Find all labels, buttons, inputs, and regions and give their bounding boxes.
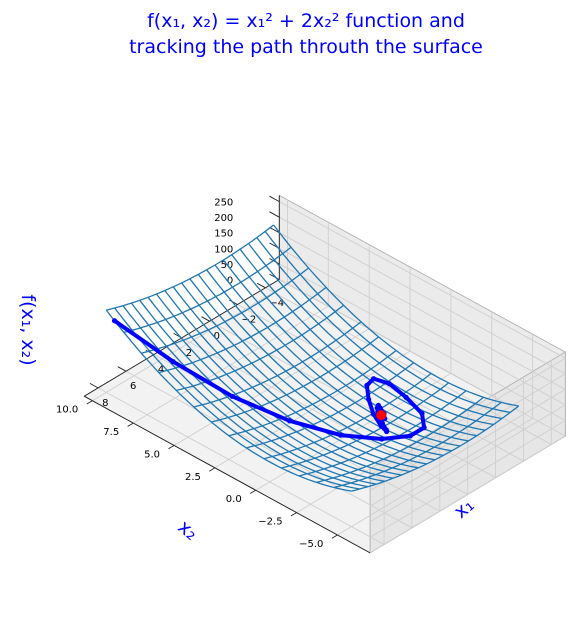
grid-lines (92, 199, 566, 554)
x1-tick-label: 6 (130, 381, 136, 392)
grid-line-y-floor (92, 283, 288, 402)
x2-tick-mark (209, 467, 216, 472)
z-tick-mark (269, 195, 280, 202)
chart-title-line-2: tracking the path throuth the surface (129, 36, 483, 58)
z-tick-label: 250 (214, 198, 233, 209)
surface-wire-x2 (158, 286, 327, 374)
x2-tick-mark (86, 400, 93, 405)
grid-line-z-wall-x (279, 232, 566, 390)
path-point (379, 436, 385, 442)
surface-wire-x2 (123, 246, 292, 334)
x2-tick-label: 10.0 (56, 405, 78, 416)
grid-line-z-wall-y (369, 404, 566, 523)
z-axis-label: f(x₁, x₂) (17, 294, 39, 365)
path-point (419, 410, 425, 417)
pane-back-x (279, 195, 566, 437)
grid-line-y-floor (132, 305, 329, 424)
grid-line-x-floor (97, 387, 385, 545)
x2-tick-label: −5.0 (299, 539, 323, 550)
path-point (407, 433, 413, 439)
path-point (170, 359, 176, 365)
x1-tick-mark (89, 383, 99, 389)
descent-path (111, 318, 427, 442)
x1-tick-label: 8 (102, 398, 108, 409)
grid-line-z-wall-x (279, 216, 566, 375)
x1-tick-mark (201, 316, 210, 322)
path-point (371, 376, 377, 382)
path-point (383, 427, 389, 433)
surface-wire-x2 (228, 349, 397, 437)
grid-line-z-wall-x (279, 201, 566, 359)
path-point (377, 405, 383, 411)
z-tick-label: 100 (214, 244, 233, 255)
x1-tick-label: −4 (269, 298, 284, 309)
z-tick-mark (269, 211, 280, 218)
surface-wire-x2 (176, 304, 344, 392)
path-point (111, 318, 118, 324)
grid-line-z-wall-y (369, 357, 566, 476)
grid-line-z-wall-y (369, 373, 566, 491)
surface-wireframe (105, 224, 520, 492)
surface-wire-x2 (141, 267, 309, 354)
z-tick-label: 200 (214, 213, 233, 224)
grid-line-x-floor (125, 370, 413, 529)
x1-tick-label: −2 (242, 315, 257, 326)
grid-line-x-floor (209, 320, 496, 479)
grid-line-z-wall-x (279, 247, 566, 406)
x1-tick-label: 0 (214, 331, 220, 342)
x2-tick-mark (168, 445, 175, 450)
chart-title-line-1: f(x₁, x₂) = x₁² + 2x₂² function and (147, 10, 465, 32)
x2-tick-label: 0.0 (226, 494, 242, 505)
path-point (386, 381, 392, 387)
x1-tick-label: 4 (158, 365, 164, 376)
grid-line-x-floor (181, 337, 468, 495)
surface-wire-x2 (193, 321, 362, 408)
x1-tick-label: 2 (186, 348, 192, 359)
path-point (421, 425, 427, 431)
x2-tick-mark (290, 512, 297, 517)
x2-tick-mark (331, 534, 338, 539)
path-point (366, 396, 372, 402)
path-point (229, 393, 235, 399)
x2-axis-line (83, 395, 371, 554)
surface-wire-x2 (351, 405, 520, 492)
grid-line-z-wall-x (279, 263, 566, 421)
z-tick-mark (269, 227, 280, 234)
x2-tick-label: 2.5 (185, 472, 201, 483)
surface-wire-x2 (106, 224, 274, 311)
grid-line-z-wall-x (279, 279, 566, 437)
x2-tick-mark (127, 422, 134, 427)
grid-line-y-floor (337, 417, 533, 536)
x2-tick-label: −2.5 (258, 517, 282, 528)
x2-tick-label: 5.0 (144, 450, 160, 461)
surface-wire-x2 (298, 390, 467, 477)
x2-tick-mark (249, 489, 256, 494)
path-point (337, 432, 344, 438)
path-point (364, 382, 370, 388)
x2-axis-label: x₂ (174, 516, 203, 545)
path-point (370, 411, 377, 417)
grid-line-z-wall-y (369, 389, 566, 507)
z-tick-label: 150 (214, 229, 233, 240)
surface-wire-x2 (316, 396, 484, 484)
x1-tick-mark (256, 282, 266, 289)
surface-wire-x2 (333, 401, 502, 489)
minimum-point (376, 410, 387, 421)
grid-line-z-wall-y (369, 435, 566, 554)
grid-line-y-floor (173, 328, 370, 446)
grid-line-z-wall-y (369, 420, 566, 538)
z-tick-label: 0 (227, 276, 233, 287)
x1-tick-mark (117, 366, 127, 372)
path-point (286, 418, 293, 424)
surface-wire-x2 (211, 336, 379, 423)
x2-tick-label: 7.5 (103, 427, 119, 438)
path-point (403, 394, 409, 400)
